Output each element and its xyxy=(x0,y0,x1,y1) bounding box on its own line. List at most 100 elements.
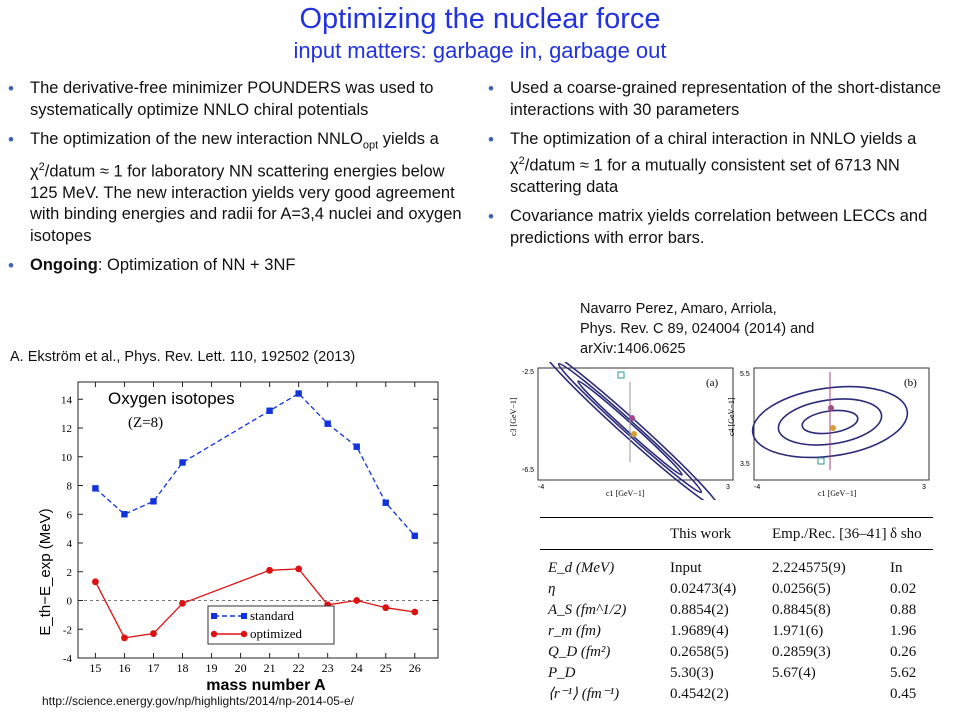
left-bullet-2: The optimization of the new interaction … xyxy=(0,129,465,247)
legend-optimized-label: optimized xyxy=(250,626,302,641)
panel-a-ylabel: c3 [GeV−1] xyxy=(509,397,518,436)
data-point-standard xyxy=(295,390,302,397)
data-point-standard xyxy=(266,407,273,414)
y-tick-label: 0 xyxy=(67,596,73,608)
data-point-standard xyxy=(382,499,389,506)
y-tick-label: 4 xyxy=(67,538,73,550)
table-cell: 0.2658(5) xyxy=(670,644,729,660)
table-header-row: This work Emp./Rec. [36–41] δ sho xyxy=(540,525,933,543)
data-point-standard xyxy=(411,532,418,540)
data-point-optimized xyxy=(92,578,99,586)
left-bullet-1-text: The derivative-free minimizer POUNDERS w… xyxy=(30,79,434,119)
x-tick-label: 15 xyxy=(89,661,101,675)
right-reference-line-2: Phys. Rev. C 89, 024004 (2014) and xyxy=(580,321,815,337)
data-point-optimized xyxy=(382,604,390,612)
data-point-optimized xyxy=(150,630,157,637)
data-point-optimized xyxy=(353,597,361,604)
y-tick-label: 8 xyxy=(67,481,73,493)
y-tick-label: -2 xyxy=(63,624,72,636)
table-cell: Q_D (fm²) xyxy=(548,644,611,660)
x-tick-label: 21 xyxy=(264,661,276,675)
table-cell: 0.02 xyxy=(890,581,917,597)
data-point-standard xyxy=(92,485,99,492)
y-tick-label: 14 xyxy=(61,394,73,406)
table-cell: E_d (MeV) xyxy=(548,560,615,576)
slide-subtitle: input matters: garbage in, garbage out xyxy=(293,38,667,63)
table-row: A_S (fm^1/2) 0.8854(2) 0.8845(8) 0.88 xyxy=(540,601,933,619)
table-cell: P_D xyxy=(548,665,576,681)
right-bullet-2-text-b: /datum ≈ 1 for a mutually consistent set… xyxy=(510,156,900,196)
x-tick-label: 17 xyxy=(147,661,159,675)
panel-a-xtick: 3 xyxy=(726,484,730,491)
left-bullet-3: Ongoing: Optimization of NN + 3NF xyxy=(0,255,465,277)
panel-a-ytick: -2.5 xyxy=(522,369,534,376)
table-cell: Input xyxy=(670,560,702,576)
data-point-standard xyxy=(150,498,157,505)
x-tick-label: 19 xyxy=(206,661,218,675)
table-cell: 0.8854(2) xyxy=(670,602,729,618)
x-tick-label: 18 xyxy=(177,661,189,675)
panel-a-xlabel: c1 [GeV−1] xyxy=(606,489,645,498)
panel-b-ylabel: c4 [GeV−1] xyxy=(727,397,736,436)
table-header-cell: δ sho xyxy=(890,526,922,542)
x-tick-label: 26 xyxy=(409,661,421,675)
left-bullet-2-text-a: The optimization of the new interaction … xyxy=(30,130,363,148)
left-bullet-1: The derivative-free minimizer POUNDERS w… xyxy=(0,78,465,121)
table-cell: In xyxy=(890,560,903,576)
table-cell: A_S (fm^1/2) xyxy=(548,602,627,618)
right-reference-line-3: arXiv:1406.0625 xyxy=(580,341,686,357)
left-bullet-2-text-c: /datum ≈ 1 for laboratory NN scattering … xyxy=(30,162,462,245)
y-tick-label: 10 xyxy=(61,452,73,464)
panel-b-xtick: 3 xyxy=(922,484,926,491)
y-tick-label: 12 xyxy=(61,423,72,435)
chart-frame xyxy=(77,381,439,659)
right-bullet-2-text-a: The optimization of a chiral interaction… xyxy=(510,130,917,174)
x-tick-label: 20 xyxy=(235,661,247,675)
x-tick-label: 24 xyxy=(351,661,363,675)
table-row: E_d (MeV) Input 2.224575(9) In xyxy=(540,559,933,577)
table-cell: 2.224575(9) xyxy=(772,560,846,576)
chart-y-axis-label: E_th−E_exp (MeV) xyxy=(37,508,54,635)
panel-b-xtick: -4 xyxy=(754,484,760,491)
panel-b-ytick: 5.5 xyxy=(740,371,750,378)
table-cell: 1.9689(4) xyxy=(670,623,729,639)
source-url: http://science.energy.gov/np/highlights/… xyxy=(42,694,354,708)
x-tick-label: 22 xyxy=(293,661,305,675)
table-cell: 0.26 xyxy=(890,644,917,660)
y-tick-label: -4 xyxy=(63,653,73,665)
right-bullet-2: The optimization of a chiral interaction… xyxy=(480,129,955,198)
y-tick-label: 2 xyxy=(67,567,73,579)
table-cell: 0.0256(5) xyxy=(772,581,831,597)
series-line-standard xyxy=(94,392,416,537)
left-reference: A. Ekström et al., Phys. Rev. Lett. 110,… xyxy=(10,349,356,365)
chart-title: Oxygen isotopes xyxy=(108,389,235,408)
data-point-standard xyxy=(324,420,331,427)
slide-title: Optimizing the nuclear force xyxy=(299,3,661,35)
x-tick-label: 25 xyxy=(380,661,392,675)
table-cell: r_m (fm) xyxy=(548,623,601,639)
correlation-ellipse-panels: (a) -2.5 -6.5 c3 [GeV−1] c1 [GeV−1] -4 3… xyxy=(508,362,936,500)
table-cell: 0.2859(3) xyxy=(772,644,831,660)
legend-standard-label: standard xyxy=(250,608,295,623)
right-bullet-list: Used a coarse-grained representation of … xyxy=(480,78,955,257)
table-cell: η xyxy=(548,581,556,597)
left-bullet-3-text: : Optimization of NN + 3NF xyxy=(97,256,296,275)
left-bullet-2-superscript: 2 xyxy=(38,160,45,173)
table-row: r_m (fm) 1.9689(4) 1.971(6) 1.96 xyxy=(540,622,933,640)
panel-a-label: (a) xyxy=(706,377,719,389)
left-bullet-3-bold: Ongoing xyxy=(30,256,98,275)
right-bullet-1-text: Used a coarse-grained representation of … xyxy=(510,79,942,119)
data-point-optimized xyxy=(179,599,186,607)
table-cell: 5.62 xyxy=(890,665,917,681)
panel-b: (b) 5.5 3.5 c4 [GeV−1] c1 [GeV−1] -4 3 xyxy=(727,367,930,498)
data-point-optimized xyxy=(411,608,419,616)
panel-b-xlabel: c1 [GeV−1] xyxy=(818,489,857,498)
data-point-optimized xyxy=(121,634,128,642)
table-cell: 1.96 xyxy=(890,623,917,639)
x-tick-label: 16 xyxy=(118,661,130,675)
right-reference-line-1: Navarro Perez, Amaro, Arriola, xyxy=(580,301,777,317)
panel-a: (a) -2.5 -6.5 c3 [GeV−1] c1 [GeV−1] -4 3 xyxy=(509,362,734,500)
panel-a-ytick: -6.5 xyxy=(522,467,534,474)
right-bullet-2-superscript: 2 xyxy=(518,154,525,167)
